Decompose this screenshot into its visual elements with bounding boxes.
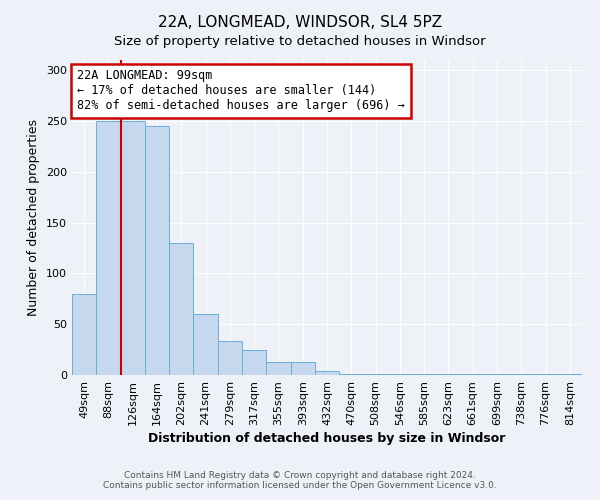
Bar — [121, 121, 145, 375]
Bar — [242, 350, 266, 375]
Bar — [145, 126, 169, 375]
Text: Contains HM Land Registry data © Crown copyright and database right 2024.
Contai: Contains HM Land Registry data © Crown c… — [103, 470, 497, 490]
Bar — [169, 243, 193, 375]
Bar — [388, 374, 412, 375]
Bar — [315, 371, 339, 375]
Text: 22A, LONGMEAD, WINDSOR, SL4 5PZ: 22A, LONGMEAD, WINDSOR, SL4 5PZ — [158, 15, 442, 30]
Bar — [461, 374, 485, 375]
Bar — [218, 342, 242, 375]
Bar — [96, 121, 121, 375]
X-axis label: Distribution of detached houses by size in Windsor: Distribution of detached houses by size … — [148, 432, 506, 445]
Bar — [266, 362, 290, 375]
Bar — [485, 374, 509, 375]
Bar — [533, 374, 558, 375]
Bar — [509, 374, 533, 375]
Bar — [72, 294, 96, 375]
Bar — [290, 362, 315, 375]
Bar — [339, 374, 364, 375]
Text: 22A LONGMEAD: 99sqm
← 17% of detached houses are smaller (144)
82% of semi-detac: 22A LONGMEAD: 99sqm ← 17% of detached ho… — [77, 70, 405, 112]
Bar — [364, 374, 388, 375]
Bar — [412, 374, 436, 375]
Bar — [436, 374, 461, 375]
Text: Size of property relative to detached houses in Windsor: Size of property relative to detached ho… — [114, 35, 486, 48]
Bar — [558, 374, 582, 375]
Y-axis label: Number of detached properties: Number of detached properties — [28, 119, 40, 316]
Bar — [193, 314, 218, 375]
